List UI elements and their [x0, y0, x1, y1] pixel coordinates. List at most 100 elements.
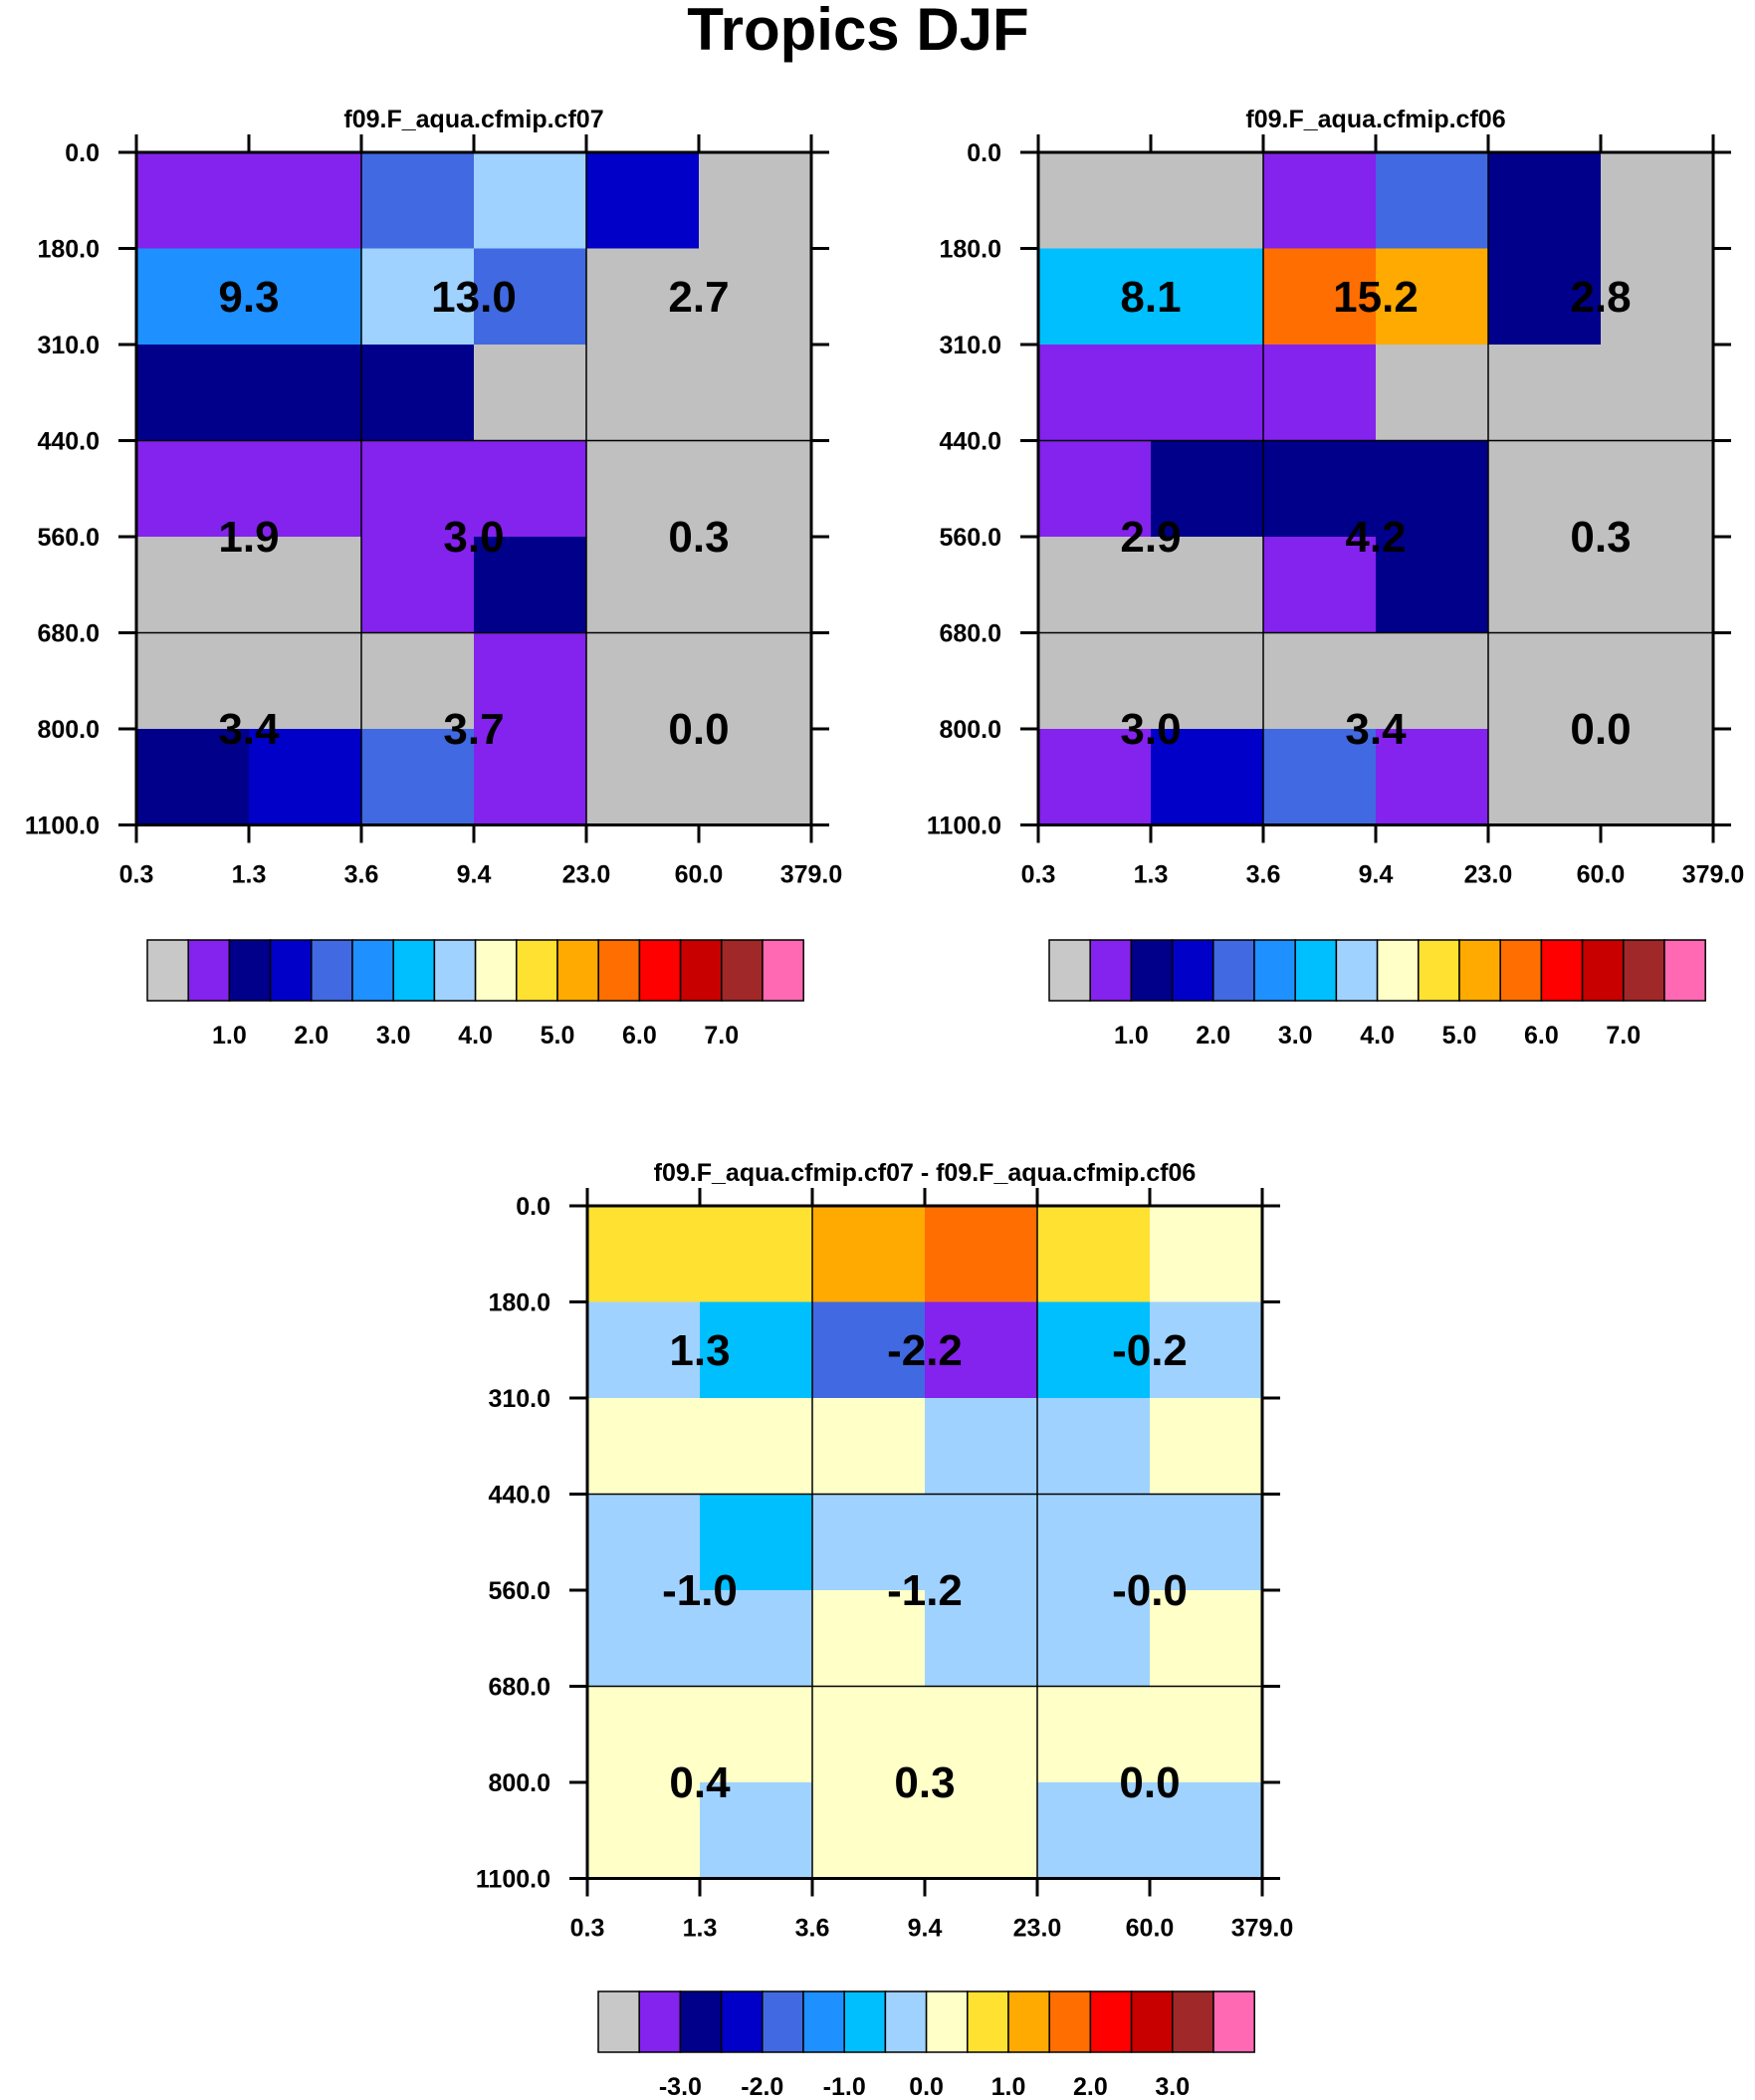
heatmap-cell — [474, 152, 587, 250]
heatmap-cell — [136, 537, 250, 634]
heatmap-cell — [1263, 152, 1377, 250]
colorbar-label: 1.0 — [1114, 1022, 1149, 1050]
heatmap-cell — [1263, 632, 1377, 730]
heatmap-cell — [1038, 537, 1152, 634]
heatmap-cell — [587, 1782, 701, 1880]
heatmap-cell — [700, 1782, 813, 1880]
y-tick-label: 800.0 — [488, 1769, 550, 1797]
heatmap-cell — [587, 1590, 701, 1688]
colorbar-swatch — [1130, 1990, 1174, 2053]
figure-title: Tropics DJF — [687, 0, 1028, 63]
block-value-label: 0.0 — [1119, 1758, 1180, 1807]
block-value-label: 3.4 — [218, 705, 280, 754]
heatmap-cell — [1376, 729, 1489, 826]
colorbar-label: 0.0 — [909, 2073, 944, 2100]
y-tick-label: 180.0 — [488, 1289, 550, 1317]
colorbar-swatch — [269, 939, 313, 1002]
block-value-label: 0.3 — [668, 513, 729, 562]
y-tick-label: 680.0 — [939, 620, 1001, 648]
colorbar-swatch — [1172, 1990, 1214, 2053]
heatmap-cell — [699, 632, 812, 730]
heatmap-cell — [700, 1206, 813, 1303]
y-tick-label: 440.0 — [37, 428, 100, 456]
heatmap-cell — [361, 248, 475, 346]
heatmap-cell — [586, 729, 700, 826]
heatmap-cell — [812, 1301, 926, 1399]
colorbar-swatch — [392, 939, 436, 1002]
heatmap-cell — [586, 632, 700, 730]
block-value-label: 13.0 — [431, 273, 517, 322]
colorbar-label: 4.0 — [1360, 1022, 1395, 1050]
colorbar-swatch — [638, 1990, 682, 2053]
x-tick-label: 1.3 — [232, 861, 267, 889]
colorbar-swatch — [1253, 939, 1296, 1002]
heatmap-cell — [925, 1206, 1038, 1303]
block-value-label: -0.0 — [1112, 1566, 1188, 1615]
colorbar-swatch — [762, 939, 804, 1002]
y-tick-label: 1100.0 — [25, 813, 100, 840]
heatmap-cell — [249, 440, 362, 538]
heatmap-cell — [700, 1301, 813, 1399]
heatmap-cell — [249, 248, 362, 346]
heatmap-cell — [699, 440, 812, 538]
block-value-label: 0.0 — [668, 705, 729, 754]
colorbar-swatch — [597, 1990, 640, 2053]
heatmap-cell — [474, 729, 587, 826]
heatmap-cell — [1488, 632, 1602, 730]
y-tick-label: 800.0 — [939, 716, 1001, 744]
heatmap-cell — [1601, 440, 1714, 538]
colorbar-swatch — [1540, 939, 1584, 1002]
heatmap-cell — [812, 1686, 926, 1783]
heatmap-cell — [699, 152, 812, 250]
heatmap-cell — [1038, 729, 1152, 826]
x-tick-label: 3.6 — [1246, 861, 1281, 889]
heatmap-cell — [699, 729, 812, 826]
colorbar-label: 2.0 — [1196, 1022, 1230, 1050]
heatmap-cell — [361, 345, 475, 442]
colorbar-label: 6.0 — [1524, 1022, 1559, 1050]
colorbar-swatch — [474, 939, 518, 1002]
block-value-label: 3.4 — [1345, 705, 1407, 754]
colorbar-label: 7.0 — [704, 1022, 739, 1050]
heatmap-cell — [249, 729, 362, 826]
heatmap-cell — [1038, 248, 1152, 346]
heatmap-cell — [1150, 1782, 1263, 1880]
panel-title: f09.F_aqua.cfmip.cf07 - f09.F_aqua.cfmip… — [654, 1159, 1197, 1187]
heatmap-cell — [700, 1494, 813, 1591]
colorbar-swatch — [1212, 939, 1255, 1002]
colorbar-swatch — [187, 939, 231, 1002]
heatmap-cell — [136, 729, 250, 826]
y-tick-label: 560.0 — [939, 524, 1001, 552]
block-value-label: 15.2 — [1333, 273, 1419, 322]
x-tick-label: 9.4 — [1359, 861, 1394, 889]
colorbar: -3.0 -2.0 -1.0 0.0 1.0 2.0 3.0 — [597, 1990, 1255, 2100]
colorbar-swatch — [597, 939, 641, 1002]
heatmap-cell — [474, 632, 587, 730]
heatmap-cell — [249, 632, 362, 730]
heatmap-cell — [1601, 248, 1714, 346]
heatmap-cell — [699, 537, 812, 634]
heatmap-cell — [1151, 248, 1264, 346]
heatmap-cell — [812, 1398, 926, 1496]
heatmap-cell — [1037, 1590, 1151, 1688]
colorbar-swatch — [351, 939, 394, 1002]
heatmap-cell — [587, 1301, 701, 1399]
heatmap-cell — [1038, 632, 1152, 730]
y-tick-label: 0.0 — [967, 139, 1001, 167]
colorbar-label: 6.0 — [622, 1022, 657, 1050]
x-tick-label: 60.0 — [1577, 861, 1626, 889]
block-value-label: -1.0 — [662, 1566, 738, 1615]
heatmap-cell — [1151, 632, 1264, 730]
colorbar-label: -3.0 — [659, 2073, 702, 2100]
block-value-label: 1.3 — [669, 1326, 730, 1375]
block-value-label: -2.2 — [887, 1326, 963, 1375]
heatmap-cell — [1038, 440, 1152, 538]
colorbar-swatch — [1048, 1990, 1092, 2053]
colorbar: 1.0 2.0 3.0 4.0 5.0 6.0 7.0 — [1048, 939, 1706, 1050]
x-tick-label: 1.3 — [1134, 861, 1169, 889]
colorbar-label: 5.0 — [1442, 1022, 1477, 1050]
colorbar-label: 7.0 — [1606, 1022, 1641, 1050]
x-tick-label: 0.3 — [570, 1915, 605, 1943]
heatmap-cell — [1037, 1686, 1151, 1783]
x-tick-label: 60.0 — [1126, 1915, 1175, 1943]
